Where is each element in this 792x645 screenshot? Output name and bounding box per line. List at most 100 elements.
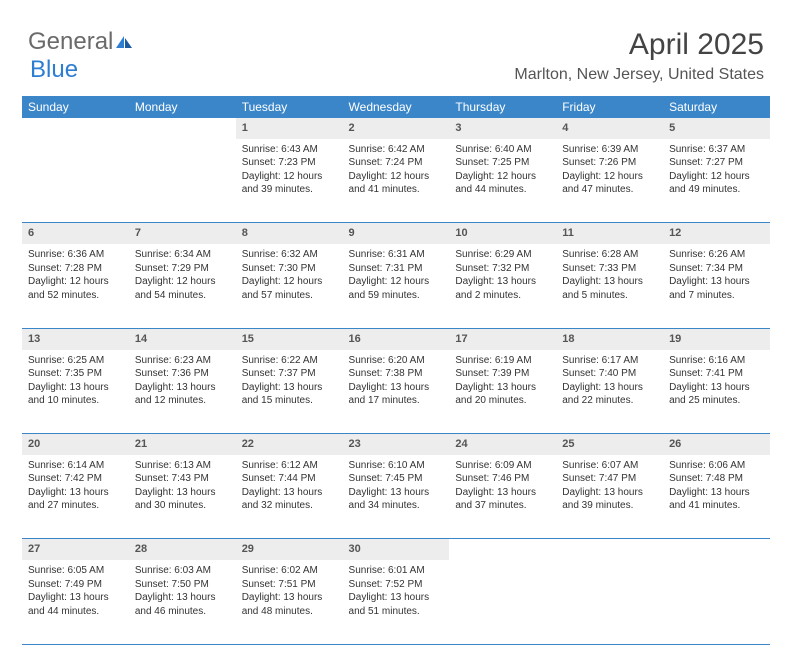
sunrise-line: Sunrise: 6:05 AM [28, 564, 123, 578]
weekday-header: Saturday [663, 96, 770, 118]
day-details: Sunrise: 6:14 AMSunset: 7:42 PMDaylight:… [22, 455, 129, 519]
daylight-line: Daylight: 12 hours and 41 minutes. [349, 170, 444, 197]
daylight-line: Daylight: 13 hours and 34 minutes. [349, 486, 444, 513]
weekday-header: Tuesday [236, 96, 343, 118]
day-details: Sunrise: 6:02 AMSunset: 7:51 PMDaylight:… [236, 560, 343, 624]
location-text: Marlton, New Jersey, United States [514, 66, 764, 84]
daylight-line: Daylight: 13 hours and 44 minutes. [28, 591, 123, 618]
daylight-line: Daylight: 12 hours and 49 minutes. [669, 170, 764, 197]
daylight-line: Daylight: 13 hours and 10 minutes. [28, 381, 123, 408]
day-details: Sunrise: 6:37 AMSunset: 7:27 PMDaylight:… [663, 139, 770, 203]
day-content-cell: Sunrise: 6:16 AMSunset: 7:41 PMDaylight:… [663, 350, 770, 434]
day-number-cell: 28 [129, 539, 236, 560]
day-details: Sunrise: 6:23 AMSunset: 7:36 PMDaylight:… [129, 350, 236, 414]
sunset-line: Sunset: 7:47 PM [562, 472, 657, 486]
day-content-cell: Sunrise: 6:10 AMSunset: 7:45 PMDaylight:… [343, 455, 450, 539]
logo-text-blue: Blue [30, 56, 78, 83]
sunset-line: Sunset: 7:31 PM [349, 262, 444, 276]
day-content-cell: Sunrise: 6:13 AMSunset: 7:43 PMDaylight:… [129, 455, 236, 539]
day-content-cell: Sunrise: 6:03 AMSunset: 7:50 PMDaylight:… [129, 560, 236, 644]
day-content-cell: Sunrise: 6:25 AMSunset: 7:35 PMDaylight:… [22, 350, 129, 434]
daylight-line: Daylight: 13 hours and 2 minutes. [455, 275, 550, 302]
day-number-cell: 23 [343, 434, 450, 455]
sunrise-line: Sunrise: 6:28 AM [562, 248, 657, 262]
sunset-line: Sunset: 7:51 PM [242, 578, 337, 592]
daylight-line: Daylight: 12 hours and 47 minutes. [562, 170, 657, 197]
sunset-line: Sunset: 7:43 PM [135, 472, 230, 486]
day-number-cell: 4 [556, 118, 663, 139]
logo-line2: Blue [30, 56, 78, 84]
day-details: Sunrise: 6:25 AMSunset: 7:35 PMDaylight:… [22, 350, 129, 414]
day-number-row: 13141516171819 [22, 328, 770, 349]
day-number-row: 27282930 [22, 539, 770, 560]
sunset-line: Sunset: 7:45 PM [349, 472, 444, 486]
daylight-line: Daylight: 13 hours and 17 minutes. [349, 381, 444, 408]
day-details: Sunrise: 6:39 AMSunset: 7:26 PMDaylight:… [556, 139, 663, 203]
day-number-row: 20212223242526 [22, 434, 770, 455]
day-content-cell: Sunrise: 6:40 AMSunset: 7:25 PMDaylight:… [449, 139, 556, 223]
day-content-cell: Sunrise: 6:12 AMSunset: 7:44 PMDaylight:… [236, 455, 343, 539]
day-details: Sunrise: 6:03 AMSunset: 7:50 PMDaylight:… [129, 560, 236, 624]
sunset-line: Sunset: 7:36 PM [135, 367, 230, 381]
day-content-cell [22, 139, 129, 223]
daylight-line: Daylight: 12 hours and 44 minutes. [455, 170, 550, 197]
day-details: Sunrise: 6:40 AMSunset: 7:25 PMDaylight:… [449, 139, 556, 203]
day-number-cell: 13 [22, 328, 129, 349]
day-details: Sunrise: 6:22 AMSunset: 7:37 PMDaylight:… [236, 350, 343, 414]
day-number-cell: 8 [236, 223, 343, 244]
day-content-cell: Sunrise: 6:43 AMSunset: 7:23 PMDaylight:… [236, 139, 343, 223]
day-content-cell [663, 560, 770, 644]
day-content-cell: Sunrise: 6:17 AMSunset: 7:40 PMDaylight:… [556, 350, 663, 434]
sunset-line: Sunset: 7:52 PM [349, 578, 444, 592]
day-number-cell: 5 [663, 118, 770, 139]
day-content-cell: Sunrise: 6:42 AMSunset: 7:24 PMDaylight:… [343, 139, 450, 223]
sunrise-line: Sunrise: 6:20 AM [349, 354, 444, 368]
day-details: Sunrise: 6:34 AMSunset: 7:29 PMDaylight:… [129, 244, 236, 308]
day-details: Sunrise: 6:05 AMSunset: 7:49 PMDaylight:… [22, 560, 129, 624]
day-content-cell: Sunrise: 6:29 AMSunset: 7:32 PMDaylight:… [449, 244, 556, 328]
sunrise-line: Sunrise: 6:10 AM [349, 459, 444, 473]
day-content-row: Sunrise: 6:14 AMSunset: 7:42 PMDaylight:… [22, 455, 770, 539]
day-details: Sunrise: 6:26 AMSunset: 7:34 PMDaylight:… [663, 244, 770, 308]
calendar-table: SundayMondayTuesdayWednesdayThursdayFrid… [22, 96, 770, 645]
sunset-line: Sunset: 7:26 PM [562, 156, 657, 170]
header: General April 2025 Marlton, New Jersey, … [0, 0, 792, 84]
day-number-cell: 21 [129, 434, 236, 455]
day-number-cell: 24 [449, 434, 556, 455]
sunrise-line: Sunrise: 6:06 AM [669, 459, 764, 473]
day-content-cell [556, 560, 663, 644]
day-details: Sunrise: 6:12 AMSunset: 7:44 PMDaylight:… [236, 455, 343, 519]
day-number-cell [663, 539, 770, 560]
title-block: April 2025 Marlton, New Jersey, United S… [514, 28, 764, 84]
day-details: Sunrise: 6:29 AMSunset: 7:32 PMDaylight:… [449, 244, 556, 308]
sunrise-line: Sunrise: 6:29 AM [455, 248, 550, 262]
day-content-cell: Sunrise: 6:32 AMSunset: 7:30 PMDaylight:… [236, 244, 343, 328]
day-content-cell: Sunrise: 6:20 AMSunset: 7:38 PMDaylight:… [343, 350, 450, 434]
daylight-line: Daylight: 13 hours and 48 minutes. [242, 591, 337, 618]
day-content-cell: Sunrise: 6:36 AMSunset: 7:28 PMDaylight:… [22, 244, 129, 328]
sunrise-line: Sunrise: 6:40 AM [455, 143, 550, 157]
day-content-cell: Sunrise: 6:31 AMSunset: 7:31 PMDaylight:… [343, 244, 450, 328]
sunrise-line: Sunrise: 6:36 AM [28, 248, 123, 262]
day-content-cell [129, 139, 236, 223]
day-number-cell [556, 539, 663, 560]
daylight-line: Daylight: 12 hours and 54 minutes. [135, 275, 230, 302]
daylight-line: Daylight: 12 hours and 52 minutes. [28, 275, 123, 302]
sunrise-line: Sunrise: 6:31 AM [349, 248, 444, 262]
sunset-line: Sunset: 7:44 PM [242, 472, 337, 486]
day-content-cell: Sunrise: 6:06 AMSunset: 7:48 PMDaylight:… [663, 455, 770, 539]
sunrise-line: Sunrise: 6:22 AM [242, 354, 337, 368]
sunrise-line: Sunrise: 6:32 AM [242, 248, 337, 262]
daylight-line: Daylight: 13 hours and 39 minutes. [562, 486, 657, 513]
day-number-cell: 30 [343, 539, 450, 560]
sunrise-line: Sunrise: 6:19 AM [455, 354, 550, 368]
sunset-line: Sunset: 7:38 PM [349, 367, 444, 381]
day-content-cell: Sunrise: 6:34 AMSunset: 7:29 PMDaylight:… [129, 244, 236, 328]
day-details: Sunrise: 6:31 AMSunset: 7:31 PMDaylight:… [343, 244, 450, 308]
day-details: Sunrise: 6:43 AMSunset: 7:23 PMDaylight:… [236, 139, 343, 203]
day-content-cell [449, 560, 556, 644]
day-content-cell: Sunrise: 6:23 AMSunset: 7:36 PMDaylight:… [129, 350, 236, 434]
weekday-header: Thursday [449, 96, 556, 118]
day-details: Sunrise: 6:32 AMSunset: 7:30 PMDaylight:… [236, 244, 343, 308]
day-details: Sunrise: 6:28 AMSunset: 7:33 PMDaylight:… [556, 244, 663, 308]
